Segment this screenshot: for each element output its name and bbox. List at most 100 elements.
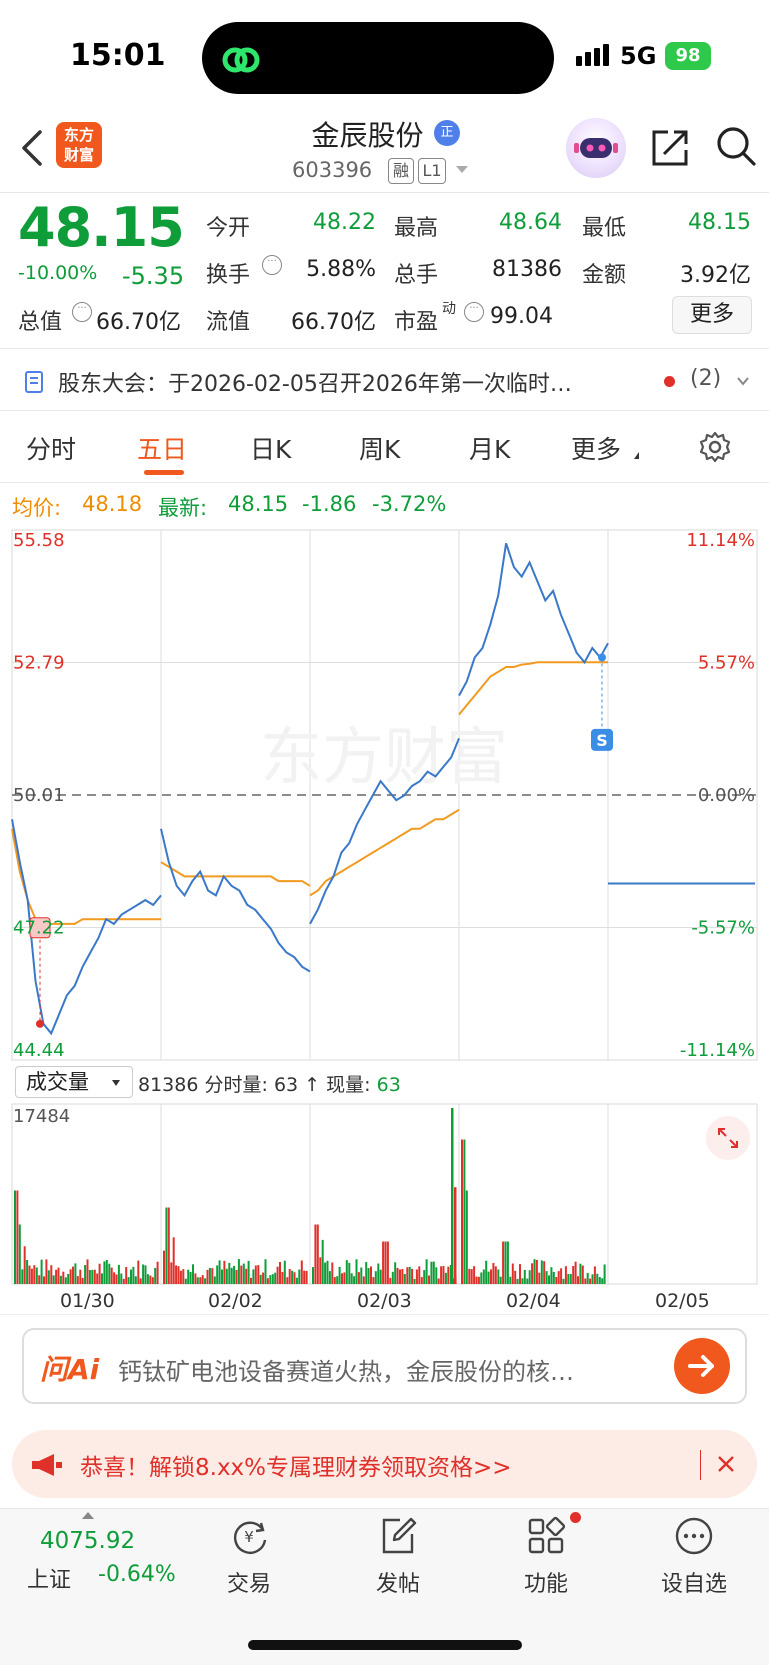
volume-bar xyxy=(586,1272,589,1284)
notice-count[interactable]: (2) xyxy=(690,366,722,391)
volume-bar xyxy=(146,1274,149,1284)
volume-bar xyxy=(103,1261,106,1284)
volume-bar xyxy=(216,1265,219,1284)
buy-marker-badge xyxy=(29,917,51,939)
volume-bar xyxy=(562,1278,565,1284)
app-logo[interactable]: 东方 财富 xyxy=(56,122,102,168)
index-pct[interactable]: -0.64% xyxy=(98,1562,176,1587)
edit-icon xyxy=(382,1517,417,1554)
search-icon[interactable] xyxy=(714,124,758,168)
volume-bar xyxy=(415,1269,418,1284)
volume-chart[interactable]: 17484 xyxy=(0,1100,769,1286)
volume-bar xyxy=(40,1259,43,1284)
volume-bar xyxy=(105,1260,108,1284)
volume-bar xyxy=(411,1268,414,1284)
price-chart[interactable]: 东方财富 S 55.58 52.79 50.01 47.22 44.44 11.14% 5.57… xyxy=(0,528,769,1064)
notice-text[interactable]: 股东大会：于2026-02-05召开2026年第一次临时… xyxy=(58,372,572,397)
turnover-label: 换手 xyxy=(206,263,251,288)
expand-button[interactable] xyxy=(706,1116,750,1160)
volume-bar xyxy=(14,1190,16,1284)
svg-text:¥: ¥ xyxy=(244,1528,254,1546)
close-icon[interactable] xyxy=(714,1452,738,1476)
volume-bar xyxy=(382,1241,385,1284)
volume-bar xyxy=(447,1266,450,1284)
tab-more[interactable]: 更多 xyxy=(571,435,622,464)
arrow-right-icon xyxy=(688,1355,714,1377)
volume-bar xyxy=(182,1269,185,1284)
gear-icon[interactable] xyxy=(698,430,732,464)
nav-watchlist[interactable]: 设自选 xyxy=(644,1514,744,1598)
nav-post[interactable]: 发帖 xyxy=(348,1514,448,1598)
nav-functions[interactable]: 功能 xyxy=(496,1514,596,1598)
minute-volume-label: 分时量: xyxy=(204,1074,268,1096)
divider xyxy=(0,192,769,193)
promo-banner[interactable] xyxy=(12,1430,757,1498)
volume-bar xyxy=(324,1262,327,1284)
volume-bar xyxy=(533,1259,536,1284)
back-icon[interactable] xyxy=(18,128,48,168)
volume-bar xyxy=(490,1269,492,1284)
volume-bar xyxy=(470,1269,473,1284)
info-icon[interactable]: ··· xyxy=(72,302,92,322)
volume-bar xyxy=(237,1259,240,1284)
avg-value: 48.18 xyxy=(82,492,143,516)
notification-dot xyxy=(570,1512,581,1523)
nav-watchlist-label: 设自选 xyxy=(660,1572,727,1597)
indicator-select[interactable]: 成交量 xyxy=(15,1066,133,1098)
index-value[interactable]: 4075.92 xyxy=(40,1528,136,1554)
network-type: 5G xyxy=(620,42,657,70)
volume-bar xyxy=(440,1266,443,1284)
minute-volume: 63 xyxy=(273,1074,299,1096)
volume-bar xyxy=(331,1262,334,1284)
volume-bar xyxy=(23,1246,26,1284)
volume-bar xyxy=(569,1274,572,1284)
share-icon[interactable] xyxy=(648,126,692,170)
tab-weekly-k[interactable]: 周K xyxy=(359,435,401,464)
ai-prompt-box[interactable] xyxy=(22,1328,747,1404)
volume-bar xyxy=(465,1190,468,1284)
info-icon[interactable]: ··· xyxy=(262,255,282,275)
volume-bar xyxy=(350,1273,353,1284)
ai-send-button[interactable] xyxy=(674,1338,730,1394)
volume-bar xyxy=(38,1275,41,1284)
volume-bar xyxy=(149,1275,152,1284)
volume-bar xyxy=(581,1265,584,1284)
volume-bar xyxy=(213,1276,216,1284)
volume-bar xyxy=(72,1266,74,1284)
stock-code: 603396 xyxy=(292,158,373,182)
sell-marker-dot xyxy=(598,653,606,662)
info-icon[interactable]: ··· xyxy=(464,302,484,322)
current-volume-label: 现量: xyxy=(326,1074,371,1096)
volume-bar xyxy=(598,1277,601,1284)
ai-prompt-text[interactable]: 钙钛矿电池设备赛道火热，金辰股份的核… xyxy=(118,1358,574,1386)
volume-bar xyxy=(16,1190,19,1284)
volume-bar xyxy=(374,1271,377,1284)
volume-max-label: 17484 xyxy=(13,1106,70,1127)
chevron-down-icon[interactable] xyxy=(456,166,468,173)
tab-daily-k[interactable]: 日K xyxy=(250,435,292,464)
tab-five-day[interactable]: 五日 xyxy=(137,435,188,464)
volume-bar xyxy=(266,1278,269,1284)
volume-bar xyxy=(480,1272,483,1284)
tab-intraday[interactable]: 分时 xyxy=(26,435,77,464)
index-name[interactable]: 上证 xyxy=(27,1568,72,1593)
ai-robot-avatar[interactable] xyxy=(566,118,626,178)
more-button[interactable]: 更多 xyxy=(672,296,752,334)
volume-bar xyxy=(475,1276,478,1284)
volume-bar xyxy=(59,1275,62,1284)
volume-bar xyxy=(526,1278,529,1284)
divider xyxy=(0,348,769,349)
volume-bar xyxy=(502,1241,505,1284)
up-arrow: ↑ xyxy=(304,1074,321,1096)
volume-bar xyxy=(240,1265,243,1284)
promo-text[interactable]: 恭喜！解锁8.xx%专属理财券领取资格>> xyxy=(80,1455,512,1481)
volume-label: 总手 xyxy=(394,263,439,288)
chevron-down-icon[interactable] xyxy=(736,374,750,388)
nav-trade[interactable]: ¥ 交易 xyxy=(199,1514,299,1598)
volume-bar xyxy=(30,1268,33,1284)
y-axis-right-tick: 0.00% xyxy=(698,785,755,806)
caret-up-icon[interactable] xyxy=(82,1512,94,1519)
tab-monthly-k[interactable]: 月K xyxy=(469,435,511,464)
volume-bar xyxy=(552,1271,555,1284)
volume-bar xyxy=(142,1264,145,1284)
